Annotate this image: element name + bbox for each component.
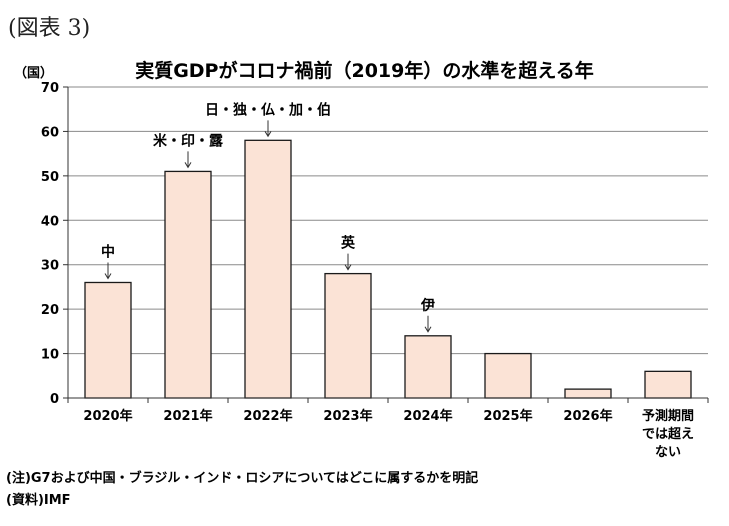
y-tick-label: 10	[41, 348, 59, 363]
y-tick-label: 20	[41, 303, 59, 318]
annotation-arrowhead	[184, 162, 192, 169]
annotation-arrowhead	[104, 273, 112, 280]
bar	[404, 335, 452, 399]
annotations: 中 米・印・露 日・独・仏・加・伯英伊	[101, 101, 435, 333]
annotation-arrowhead	[264, 131, 272, 138]
x-tick-label: では超え	[642, 426, 694, 442]
y-axis-unit-label: （国）	[14, 66, 54, 81]
annotation-label: 米・印・露	[153, 132, 224, 149]
annotation-arrowhead	[344, 264, 352, 271]
bar	[84, 281, 132, 399]
axes	[63, 86, 709, 403]
annotation-arrowhead	[424, 326, 432, 333]
x-tick-label: ない	[655, 445, 681, 460]
annotation-label: 日・独・仏・加・伯	[205, 101, 331, 118]
bars	[84, 139, 692, 399]
x-tick-label: 2022年	[243, 408, 292, 424]
annotation-label: 伊	[420, 297, 435, 314]
annotation-label: 英	[340, 235, 356, 252]
x-tick-label: 予測期間	[642, 408, 694, 424]
y-tick-label: 30	[41, 259, 59, 274]
x-tick-label: 2024年	[403, 408, 452, 424]
y-tick-label: 40	[41, 214, 59, 229]
x-tick-label: 2026年	[563, 408, 612, 424]
x-tick-label: 2020年	[83, 408, 132, 424]
bar	[564, 388, 612, 399]
footnote: (注)G7および中国・ブラジル・インド・ロシアについてはどこに属するかを明記	[6, 471, 479, 486]
bar	[484, 352, 532, 399]
y-tick-label: 50	[41, 170, 59, 185]
y-tick-label: 60	[41, 125, 59, 140]
x-tick-label: 2025年	[483, 408, 532, 424]
bar	[644, 370, 692, 399]
gridlines	[68, 86, 708, 355]
figure-label: (図表 3)	[8, 16, 91, 41]
y-tick-labels: 0 10 20 30 40 50 60 70	[41, 81, 59, 407]
x-tick-labels: 2020年 2021年 2022年 2023年 2024年 2025年 2026年 予測期間で…	[83, 408, 694, 460]
x-tick-label: 2023年	[323, 408, 372, 424]
bar	[324, 272, 372, 399]
y-tick-label: 0	[50, 392, 59, 407]
y-tick-label: 70	[41, 81, 59, 96]
chart-title: 実質GDPがコロナ禍前（2019年）の水準を超える年	[135, 60, 594, 82]
x-tick-label: 2021年	[163, 408, 212, 424]
bar	[164, 170, 212, 399]
annotation-label: 中	[101, 243, 115, 260]
source-note: (資料)IMF	[6, 493, 71, 508]
bar	[244, 139, 292, 399]
